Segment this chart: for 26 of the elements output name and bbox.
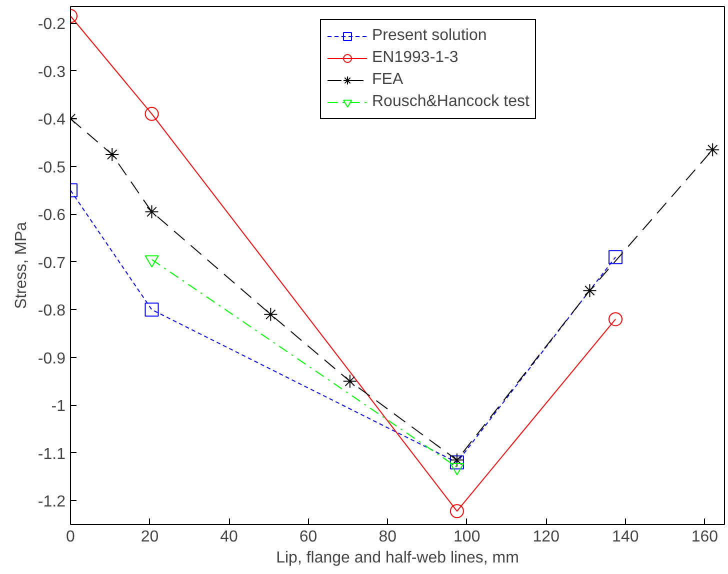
x-tick-label: 60 — [299, 528, 318, 546]
legend-label: FEA — [372, 71, 404, 89]
legend-label: Present solution — [372, 27, 487, 45]
y-tick-label: -1.1 — [38, 446, 66, 463]
y-tick-label: -0.5 — [38, 159, 66, 176]
y-tick-label: -0.4 — [38, 112, 66, 129]
x-axis-title: Lip, flange and half-web lines, mm — [276, 550, 519, 566]
y-tick-label: -0.2 — [38, 16, 66, 34]
x-tick-label: 40 — [220, 528, 238, 546]
x-tick-label: 20 — [140, 528, 159, 546]
x-tick-label: 100 — [454, 528, 480, 546]
y-tick-label: -0.9 — [38, 350, 66, 368]
x-tick-label: 120 — [532, 528, 560, 546]
x-tick-label: 140 — [612, 528, 639, 546]
y-axis-title: Stress, MPa — [12, 222, 30, 310]
legend-label: EN1993-1-3 — [372, 49, 458, 67]
x-tick-label: 160 — [691, 528, 718, 546]
y-tick-label: -0.3 — [38, 64, 66, 81]
x-tick-label: 80 — [378, 528, 397, 546]
y-tick-label: -0.7 — [38, 254, 66, 272]
x-tick-label: 0 — [66, 528, 76, 546]
y-tick-label: -1 — [51, 398, 66, 416]
y-tick-label: -1.2 — [38, 494, 66, 511]
y-tick-label: -0.8 — [38, 302, 66, 320]
legend-label: Rousch&Hancock test — [372, 93, 530, 111]
y-tick-label: -0.6 — [38, 207, 66, 224]
